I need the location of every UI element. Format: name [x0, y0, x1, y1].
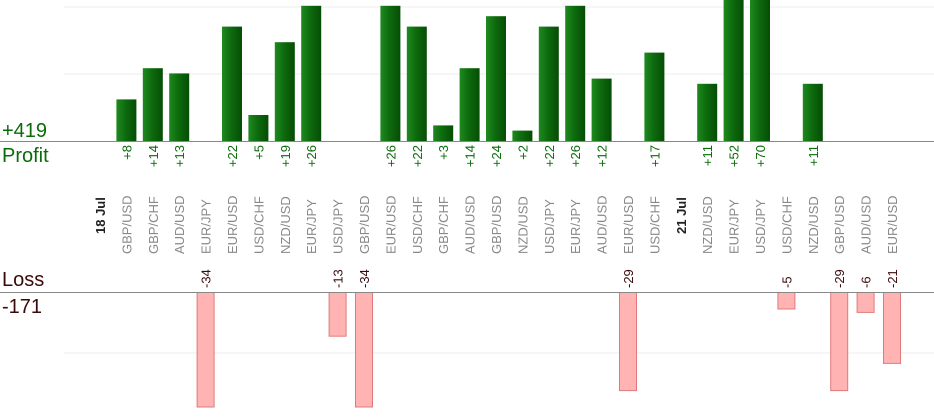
pair-label: USD/CHF: [410, 196, 425, 254]
loss-label: Loss: [2, 269, 45, 291]
loss-value-label: -34: [357, 269, 372, 288]
profit-value-label: +24: [489, 145, 504, 167]
profit-value-label: +22: [410, 145, 425, 167]
loss-value-label: -5: [779, 276, 794, 288]
profit-value-label: +13: [172, 145, 187, 167]
profit-bar: [222, 26, 242, 142]
pair-label: GBP/USD: [489, 195, 504, 254]
pair-label: EUR/JPY: [304, 199, 319, 254]
pair-label: AUD/USD: [172, 195, 187, 254]
profit-bar: [169, 73, 190, 141]
profit-bar: [142, 68, 163, 141]
loss-bar: [777, 292, 796, 310]
profit-value-label: +14: [463, 145, 478, 167]
loss-bars: [196, 292, 901, 408]
profit-value-label: +52: [727, 145, 742, 167]
profit-value-label: +3: [436, 145, 451, 160]
profit-bar: [538, 26, 559, 142]
loss-bar: [883, 292, 901, 364]
pair-label: EUR/USD: [885, 195, 900, 254]
profit-bar: [644, 52, 665, 141]
pair-label: NZD/USD: [515, 196, 530, 254]
profit-bars: [116, 0, 823, 142]
profit-value-label: +26: [304, 145, 319, 167]
profit-bar: [591, 78, 612, 141]
pair-label: NZD/USD: [700, 196, 715, 254]
profit-bar: [116, 99, 137, 141]
profit-value-label: +2: [515, 145, 530, 160]
profit-bar: [565, 5, 586, 141]
pair-label: AUD/USD: [859, 195, 874, 254]
pair-label: USD/JPY: [331, 199, 346, 254]
pair-label: USD/CHF: [647, 196, 662, 254]
profit-bar: [459, 68, 480, 141]
pair-label: EUR/USD: [383, 195, 398, 254]
loss-value-label: -29: [832, 269, 847, 288]
pair-label: USD/JPY: [542, 199, 557, 254]
profit-value-label: +22: [542, 145, 557, 167]
loss-bar: [856, 292, 875, 313]
profit-label: Profit: [2, 145, 49, 167]
loss-bar: [196, 292, 215, 408]
profit-bar: [802, 83, 823, 141]
profit-bar: [248, 115, 269, 141]
profit-value-label: +70: [753, 145, 768, 167]
profit-value-label: +12: [595, 145, 610, 167]
profit-value-label: +26: [568, 145, 583, 167]
pair-label: NZD/USD: [806, 196, 821, 254]
pair-label: GBP/CHF: [146, 196, 161, 254]
pair-label: USD/CHF: [779, 196, 794, 254]
loss-bar: [355, 292, 373, 408]
profit-bar: [406, 26, 427, 142]
profit-value-label: +17: [647, 145, 662, 167]
pair-label: USD/CHF: [251, 196, 266, 254]
profit-bar: [274, 42, 295, 142]
profit-value-label: +11: [700, 145, 715, 166]
pair-label: GBP/USD: [832, 195, 847, 254]
profit-value-label: +14: [146, 145, 161, 167]
profit-value-label: +22: [225, 145, 240, 167]
pair-label: EUR/USD: [621, 195, 636, 254]
pair-label: NZD/USD: [278, 196, 293, 254]
pair-label: EUR/JPY: [727, 199, 742, 254]
loss-value-label: -13: [331, 269, 346, 288]
loss-bar: [328, 292, 347, 337]
profit-bar: [486, 16, 506, 142]
profit-bar: [301, 5, 322, 141]
loss-total: -171: [2, 296, 43, 318]
profit-value-label: +11: [806, 145, 821, 166]
pair-label: AUD/USD: [595, 195, 610, 254]
profit-value-label: +19: [278, 145, 293, 167]
profit-bar: [750, 0, 770, 141]
pair-label: USD/JPY: [753, 199, 768, 254]
profit-bar: [433, 125, 454, 141]
profit-value-label: +8: [119, 145, 134, 160]
pair-label: GBP/USD: [119, 195, 134, 254]
profit-total: +419: [2, 120, 48, 142]
pair-label: EUR/USD: [225, 195, 240, 254]
profit-value-label: +26: [383, 145, 398, 167]
pair-label: EUR/JPY: [199, 199, 214, 254]
pair-label: AUD/USD: [463, 195, 478, 254]
loss-value-label: -6: [859, 276, 874, 288]
loss-bar: [830, 292, 849, 392]
pair-label: GBP/CHF: [436, 196, 451, 254]
value-labels: +8 +14 +13 -34 +22 +5 +19 +26 -13 -34 +26 +22 +3 +14 +…: [119, 145, 900, 288]
profit-bar: [723, 0, 744, 141]
profit-value-label: +5: [251, 145, 266, 160]
profit-bar: [697, 83, 718, 141]
axes: [0, 141, 934, 293]
pair-label: EUR/JPY: [568, 199, 583, 254]
profit-bar: [512, 130, 533, 141]
loss-value-label: -29: [621, 269, 636, 288]
loss-bar: [619, 292, 637, 392]
profit-bar: [380, 5, 401, 141]
loss-value-label: -21: [885, 269, 900, 288]
pair-label: GBP/USD: [357, 195, 372, 254]
date-label: 21 Jul: [674, 197, 689, 234]
date-label: 18 Jul: [93, 197, 108, 234]
category-labels: 18 Jul GBP/USD GBP/CHF AUD/USD EUR/JPY EUR/US…: [93, 195, 900, 254]
loss-value-label: -34: [199, 269, 214, 288]
